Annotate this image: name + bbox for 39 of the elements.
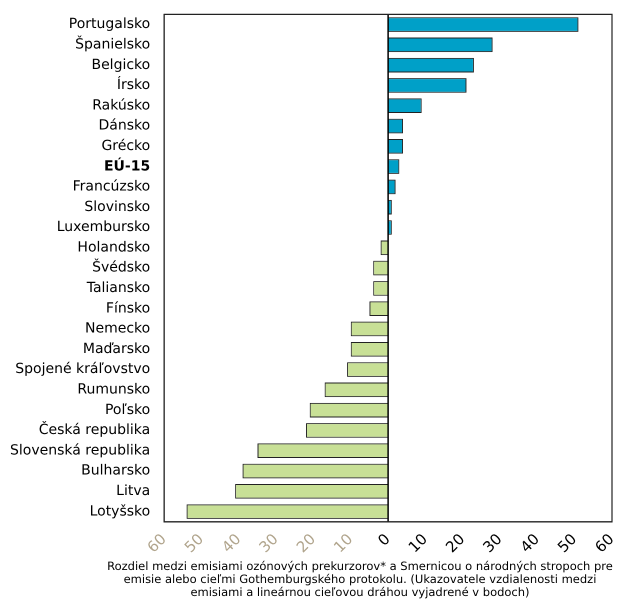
y-tick-label: Francúzsko xyxy=(72,178,150,195)
y-tick-label: Švédsko xyxy=(92,258,150,276)
y-tick-label: Grécko xyxy=(101,138,150,154)
x-tick-label: 30 xyxy=(479,530,506,556)
y-tick-label: Fínsko xyxy=(106,300,150,316)
y-tick-label: Portugalsko xyxy=(68,16,150,32)
x-tick-label: 50 xyxy=(554,530,580,556)
y-tick-label: Írsko xyxy=(116,76,150,94)
y-tick-label: Lotyšsko xyxy=(90,503,150,520)
x-tick-label: 40 xyxy=(218,530,244,556)
y-tick-label: Rakúsko xyxy=(92,97,150,114)
x-tick-label: 40 xyxy=(516,530,543,556)
y-tick-label: Litva xyxy=(116,482,150,499)
y-tick-label: Rumunsko xyxy=(77,382,150,398)
x-tick-label: 20 xyxy=(292,530,320,556)
y-tick-label: Holandsko xyxy=(77,239,150,256)
y-tick-label: Slovinsko xyxy=(84,198,150,215)
y-tick-label: Španielsko xyxy=(75,35,150,52)
text: Rozdiel medzi emisiami ozónových prekurzorov* a Smernicou o národných stropoch pre emisie alebo cieľmi Gothemburgského protokolu. (Ukazovatele vzdialenosti medzi emisiami a lineárnou cieľovou dráhou vyjadrené v bodoch) xyxy=(106,559,614,599)
y-tick-label: Bulharsko xyxy=(81,462,150,479)
y-tick-label: Spojené kráľovstvo xyxy=(15,361,150,378)
y-tick-label: Luxembursko xyxy=(56,219,150,236)
y-tick-label: Poľsko xyxy=(104,402,150,418)
x-tick-label: 10 xyxy=(330,530,356,556)
y-tick-label: Slovenská republika xyxy=(10,442,150,458)
x-tick-label: 20 xyxy=(442,530,468,556)
x-tick-label: 10 xyxy=(404,530,432,556)
y-tick-label: Nemecko xyxy=(85,320,150,337)
x-tick-label: 30 xyxy=(256,530,282,556)
y-tick-label: Česká republika xyxy=(38,421,150,438)
x-tick-label: 0 xyxy=(374,530,394,550)
x-tick-label: 60 xyxy=(144,530,170,556)
x-tick-label: 50 xyxy=(180,530,208,556)
x-tick-label: 60 xyxy=(591,530,618,556)
y-tick-label: Dánsko xyxy=(98,118,150,134)
y-tick-label: EÚ-15 xyxy=(104,157,150,174)
y-tick-label: Maďarsko xyxy=(82,340,150,357)
y-tick-label: Belgicko xyxy=(91,56,150,73)
y-tick-label: Taliansko xyxy=(86,280,150,296)
